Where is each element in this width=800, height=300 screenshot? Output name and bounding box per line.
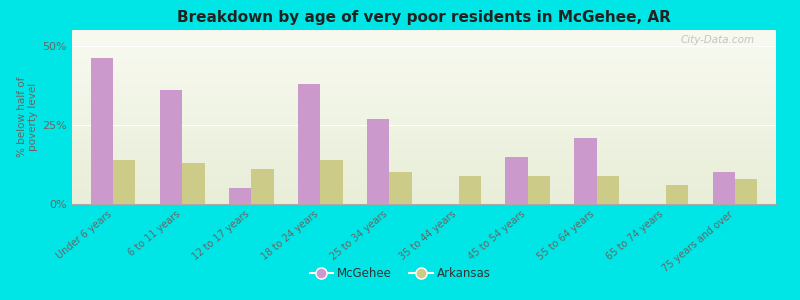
Bar	[230, 188, 251, 204]
Title: Breakdown by age of very poor residents in McGehee, AR: Breakdown by age of very poor residents …	[177, 10, 671, 25]
Bar	[91, 58, 114, 204]
Bar	[390, 172, 411, 204]
Bar	[597, 176, 618, 204]
Bar	[666, 185, 688, 204]
Bar	[574, 138, 597, 204]
Bar	[506, 157, 527, 204]
Bar	[734, 179, 757, 204]
Text: City-Data.com: City-Data.com	[681, 35, 755, 45]
Bar	[114, 160, 135, 204]
Bar	[527, 176, 550, 204]
Bar	[458, 176, 481, 204]
Bar	[367, 118, 390, 204]
Bar	[182, 163, 205, 204]
Bar	[713, 172, 734, 204]
Bar	[298, 84, 321, 204]
Y-axis label: % below half of
poverty level: % below half of poverty level	[17, 77, 38, 157]
Legend: McGehee, Arkansas: McGehee, Arkansas	[305, 263, 495, 285]
Bar	[251, 169, 274, 204]
Bar	[160, 90, 182, 204]
Bar	[321, 160, 342, 204]
